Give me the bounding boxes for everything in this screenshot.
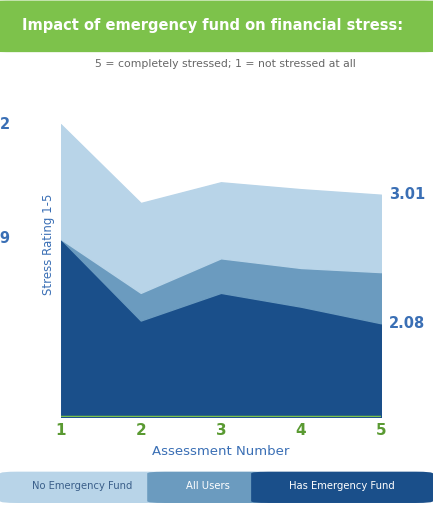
Text: 3.01: 3.01 [389, 187, 426, 202]
Text: 2.69: 2.69 [0, 231, 11, 246]
Text: 5 = completely stressed; 1 = not stressed at all: 5 = completely stressed; 1 = not stresse… [95, 59, 355, 69]
Text: Has Emergency Fund: Has Emergency Fund [289, 481, 395, 492]
Y-axis label: Stress Rating 1-5: Stress Rating 1-5 [42, 194, 55, 295]
FancyBboxPatch shape [0, 1, 433, 52]
Text: 3.52: 3.52 [0, 117, 11, 132]
Text: No Emergency Fund: No Emergency Fund [32, 481, 132, 492]
Text: All Users: All Users [186, 481, 230, 492]
Text: Impact of emergency fund on financial stress:: Impact of emergency fund on financial st… [22, 18, 403, 33]
X-axis label: Assessment Number: Assessment Number [152, 445, 290, 458]
FancyBboxPatch shape [147, 472, 268, 503]
FancyBboxPatch shape [251, 472, 433, 503]
FancyBboxPatch shape [0, 472, 165, 503]
Text: 2.08: 2.08 [389, 316, 426, 331]
